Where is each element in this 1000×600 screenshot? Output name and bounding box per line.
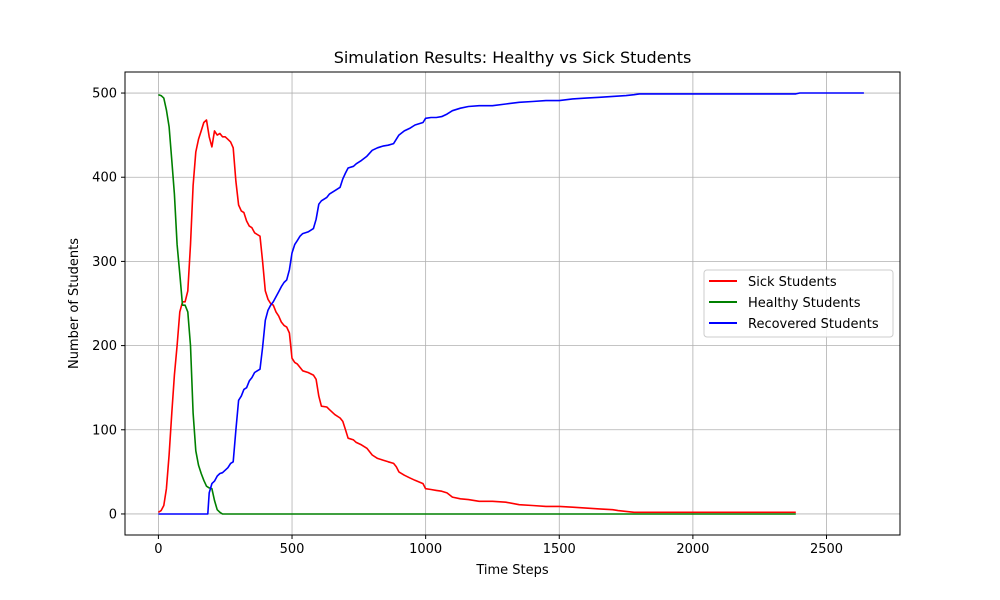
x-tick-label: 500 <box>280 542 305 557</box>
series-line-recovered-students <box>158 92 864 515</box>
x-axis-title: Time Steps <box>475 563 549 578</box>
y-axis-title: Number of Students <box>67 238 82 369</box>
x-tick-label: 2000 <box>676 542 709 557</box>
legend-box <box>703 269 894 338</box>
series-lines <box>157 92 864 515</box>
y-tick-label: 0 <box>109 507 117 522</box>
legend-label-sick: Sick Students <box>748 275 837 290</box>
legend-label-healthy: Healthy Students <box>748 296 861 311</box>
y-tick-label: 300 <box>92 255 117 270</box>
y-tick-label: 100 <box>92 423 117 438</box>
y-tick-label: 500 <box>92 87 117 102</box>
y-tick-label: 400 <box>92 171 117 186</box>
y-tick-label: 200 <box>92 339 117 354</box>
x-tick-label: 1500 <box>543 542 576 557</box>
x-tick-label: 2500 <box>810 542 843 557</box>
series-line-healthy-students <box>158 93 796 515</box>
legend: Sick Students Healthy Students Recovered… <box>703 269 894 338</box>
chart-title: Simulation Results: Healthy vs Sick Stud… <box>334 48 692 67</box>
x-tick-label: 1000 <box>409 542 442 557</box>
axis-ticks: 0 500 1000 1500 2000 2500 0 100 200 300 400 500 <box>92 87 843 557</box>
x-tick-label: 0 <box>154 542 162 557</box>
legend-label-recovered: Recovered Students <box>748 317 879 332</box>
plot-frame <box>124 71 901 536</box>
series-line-sick-students <box>157 119 796 514</box>
